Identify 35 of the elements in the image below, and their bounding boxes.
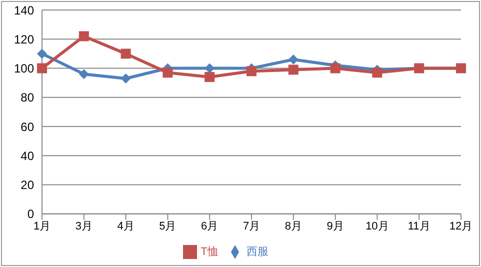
x-tick-label: 12月 [449, 220, 473, 233]
point [120, 48, 131, 59]
x-tick-label: 8月 [284, 220, 302, 233]
x-tick-label: 3月 [75, 220, 92, 233]
point [372, 68, 382, 78]
point [246, 66, 256, 76]
x-tick-label: 1月 [33, 220, 51, 233]
point [37, 48, 47, 59]
legend-label: T恤 [200, 246, 218, 258]
x-tick-label: 9月 [326, 220, 344, 233]
point [78, 69, 89, 80]
y-tick-label: 60 [20, 120, 34, 134]
point [204, 72, 215, 82]
y-tick-label: 20 [20, 178, 34, 192]
y-tick-label: 100 [14, 62, 34, 76]
y-tick-label: 0 [27, 207, 34, 222]
point [288, 64, 298, 75]
point [162, 68, 173, 78]
y-tick-label: 80 [20, 90, 34, 105]
x-tick-label: 5月 [159, 220, 176, 233]
x-tick-label: 4月 [117, 220, 134, 233]
point [288, 54, 298, 65]
point [120, 73, 131, 84]
x-tick-label: 10月 [366, 220, 389, 233]
y-tick-label: 140 [14, 3, 34, 18]
legend-label: 西服 [246, 246, 268, 258]
point [330, 63, 340, 74]
x-tick-label: 7月 [242, 220, 260, 233]
point [204, 63, 215, 74]
x-tick-label: 11月 [408, 220, 430, 233]
y-tick-label: 40 [20, 148, 34, 163]
x-tick-label: 6月 [201, 220, 218, 233]
y-tick-label: 120 [14, 32, 34, 46]
point [37, 63, 47, 74]
point [78, 31, 89, 42]
